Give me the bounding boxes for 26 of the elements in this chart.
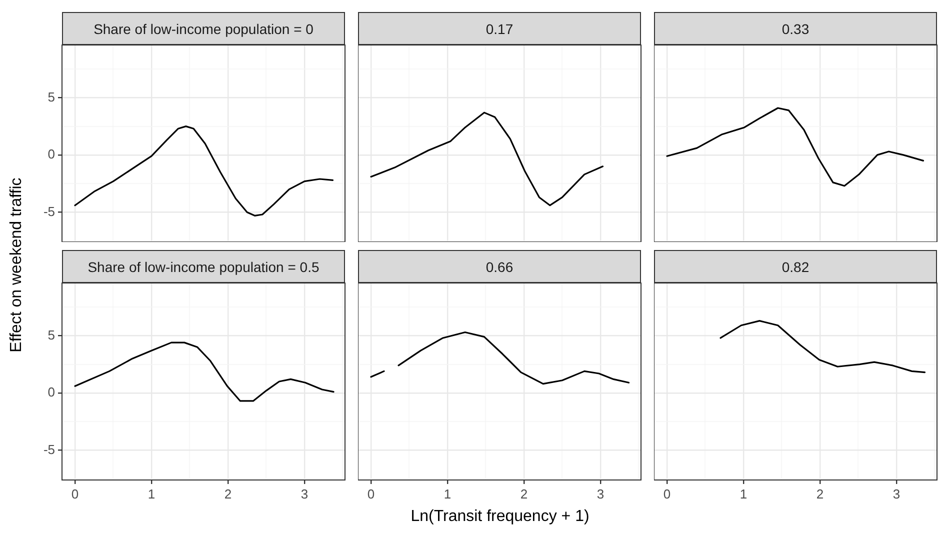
x-tick-label: 2 [224, 486, 232, 502]
x-tick-label: 0 [663, 486, 671, 502]
x-tick-label: 3 [300, 486, 308, 502]
x-tick-label: 1 [444, 486, 452, 502]
chart-title: 0.33 [654, 12, 937, 45]
chart-title: 0.66 [358, 250, 641, 283]
y-tick-label: 5 [48, 327, 55, 342]
y-tick-label: -5 [43, 204, 55, 219]
x-tick-label: 1 [148, 486, 156, 502]
chart-title: Share of low-income population = 0.5 [62, 250, 345, 283]
x-axis-title: Ln(Transit frequency + 1) [410, 508, 590, 526]
x-tick-label: 3 [892, 486, 900, 502]
y-tick-label: 5 [48, 89, 55, 104]
chart-title: 0.82 [654, 250, 937, 283]
x-tick-label: 2 [520, 486, 528, 502]
y-tick-label: 0 [48, 384, 55, 400]
y-tick-label: 0 [48, 146, 55, 162]
y-axis-title: Effect on weekend traffic [8, 176, 26, 354]
y-tick-label: -5 [43, 442, 55, 457]
x-tick-label: 3 [596, 486, 604, 502]
chart-title: 0.17 [358, 12, 641, 45]
chart-title: Share of low-income population = 0 [62, 12, 345, 45]
x-tick-label: 0 [71, 486, 79, 502]
x-tick-label: 2 [816, 486, 824, 502]
x-tick-label: 0 [367, 486, 375, 502]
x-tick-label: 1 [740, 486, 748, 502]
